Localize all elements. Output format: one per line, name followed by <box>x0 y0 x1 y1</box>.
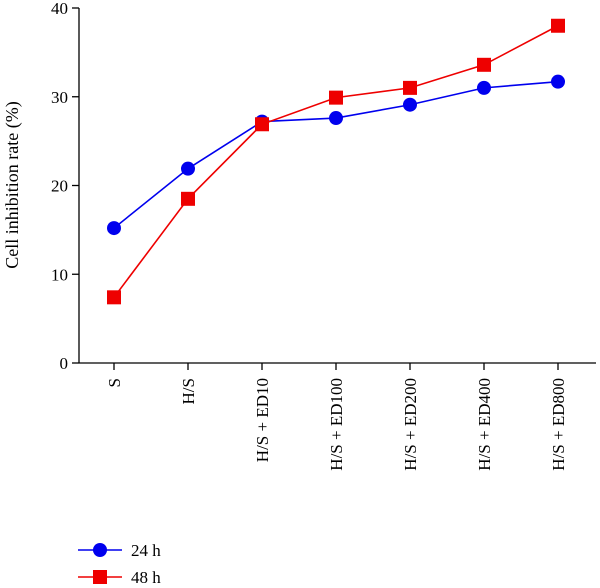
legend-item: 24 h <box>78 541 161 560</box>
series-layer <box>107 18 565 305</box>
data-point-square <box>329 90 343 105</box>
x-tick-label: H/S + ED100 <box>327 378 346 471</box>
x-tick-label: H/S + ED200 <box>401 378 420 471</box>
data-point-square <box>551 18 565 33</box>
data-point-square <box>255 117 269 132</box>
series-1 <box>107 18 565 305</box>
data-point-square <box>477 57 491 72</box>
legend: 24 h 48 h <box>78 541 161 587</box>
y-tick-label: 40 <box>51 0 68 18</box>
y-axis-label: Cell inhibition rate (%) <box>2 101 23 268</box>
x-tick-label: S <box>105 378 124 387</box>
y-tick-label: 10 <box>51 265 68 284</box>
x-tick-label: H/S + ED800 <box>549 378 568 471</box>
y-tick-label: 30 <box>51 88 68 107</box>
series-0 <box>107 74 565 236</box>
data-point-circle <box>329 111 343 126</box>
y-tick-label: 20 <box>51 177 68 196</box>
data-point-circle <box>181 161 195 176</box>
legend-marker-square <box>93 570 107 584</box>
x-ticks: S H/S H/S + ED10 H/S + ED100 H/S + ED200 H/S … <box>105 363 568 471</box>
data-point-square <box>107 290 121 305</box>
data-point-circle <box>551 74 565 89</box>
legend-marker-circle <box>93 543 107 557</box>
data-point-circle <box>107 221 121 236</box>
legend-item: 48 h <box>78 568 161 587</box>
x-tick-label: H/S + ED400 <box>475 378 494 471</box>
y-ticks: 0 10 20 30 40 <box>51 0 79 373</box>
x-tick-label: H/S + ED10 <box>253 378 272 462</box>
legend-label: 48 h <box>131 568 161 587</box>
series-line <box>113 25 559 298</box>
x-tick-label: H/S <box>179 378 198 404</box>
axes <box>78 8 596 364</box>
y-tick-label: 0 <box>60 354 69 373</box>
data-point-square <box>403 80 417 95</box>
legend-label: 24 h <box>131 541 161 560</box>
data-point-square <box>181 191 195 206</box>
data-point-circle <box>403 97 417 112</box>
data-point-circle <box>477 80 491 95</box>
